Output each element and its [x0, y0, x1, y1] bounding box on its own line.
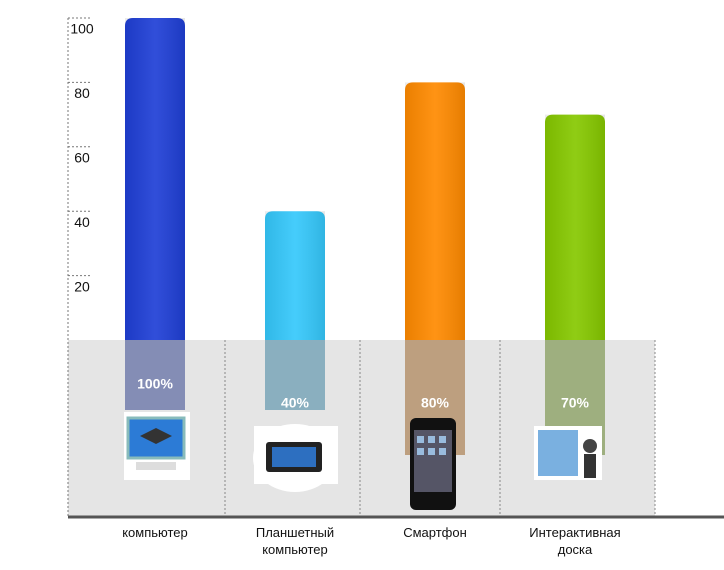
board-icon — [534, 426, 602, 480]
value-label: 70% — [561, 395, 590, 411]
y-tick-label: 60 — [74, 150, 90, 166]
bar-shade — [405, 82, 465, 340]
tablet-icon — [253, 424, 338, 492]
phone-icon — [410, 418, 456, 510]
x-tick-label: Смартфон — [370, 524, 500, 541]
bar-shade — [545, 115, 605, 340]
computer-icon — [124, 412, 190, 480]
page: 20 40 60 80 100 100% 40% 80% 70% компьютер Планш… — [0, 0, 724, 570]
y-tick-label: 100 — [70, 21, 94, 37]
bar-shade — [265, 211, 325, 340]
bar-shade — [125, 18, 185, 340]
chart: 20 40 60 80 100 100% 40% 80% 70% — [0, 0, 724, 570]
value-label: 100% — [137, 376, 173, 392]
y-tick-label: 40 — [74, 214, 90, 230]
value-label: 40% — [281, 395, 310, 411]
y-tick-label: 80 — [74, 85, 90, 101]
x-tick-label: Интерактивная доска — [520, 524, 630, 558]
x-tick-label: компьютер — [90, 524, 220, 541]
x-tick-label: Планшетный компьютер — [245, 524, 345, 558]
y-tick-label: 20 — [74, 278, 90, 294]
value-label: 80% — [421, 395, 450, 411]
